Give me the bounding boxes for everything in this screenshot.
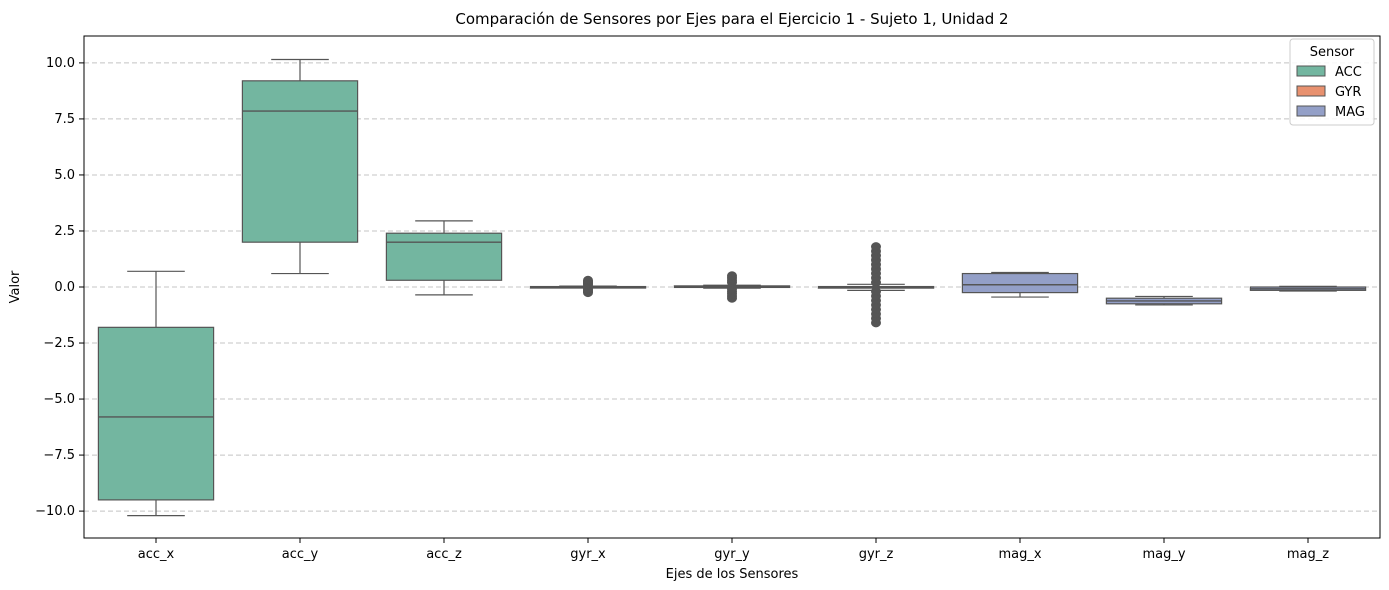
box-gyr_z xyxy=(817,242,935,328)
y-tick-label: 7.5 xyxy=(54,112,75,127)
box-mag_x xyxy=(961,271,1079,298)
box-gyr_y xyxy=(673,271,791,303)
box-acc_z xyxy=(385,220,503,296)
legend-swatch-gyr xyxy=(1296,85,1326,97)
legend: Sensor ACC GYR MAG xyxy=(1289,38,1375,126)
x-tick-label: acc_z xyxy=(426,547,462,562)
chart-title: Comparación de Sensores por Ejes para el… xyxy=(455,10,1008,28)
box-iqr xyxy=(961,272,1079,294)
x-tick-label: mag_y xyxy=(1142,547,1185,562)
x-tick-label: gyr_y xyxy=(714,547,750,562)
y-tick-label: 5.0 xyxy=(54,168,75,183)
legend-title: Sensor xyxy=(1310,45,1355,60)
x-tick-label: acc_x xyxy=(138,547,175,562)
x-axis-ticks: acc_x acc_y acc_z gyr_x gyr_y gyr_z mag_x mag_y… xyxy=(138,538,1329,562)
box-acc_y xyxy=(241,58,359,275)
y-tick-label: −5.0 xyxy=(43,392,75,407)
legend-label-gyr: GYR xyxy=(1335,85,1361,100)
y-tick-label: −7.5 xyxy=(43,448,75,463)
box-iqr xyxy=(241,80,359,243)
x-axis-label: Ejes de los Sensores xyxy=(666,567,799,582)
outlier-point xyxy=(727,271,737,281)
box-iqr xyxy=(385,232,503,281)
box-iqr xyxy=(97,326,215,501)
box-gyr_x xyxy=(529,275,647,298)
x-tick-label: mag_z xyxy=(1287,547,1329,562)
y-tick-label: 0.0 xyxy=(54,280,75,295)
x-tick-label: gyr_z xyxy=(859,547,894,562)
legend-label-mag: MAG xyxy=(1335,105,1365,120)
x-tick-label: mag_x xyxy=(998,547,1041,562)
outlier-point xyxy=(871,242,881,252)
y-axis-label: Valor xyxy=(8,270,23,303)
legend-label-acc: ACC xyxy=(1335,65,1362,80)
box-series xyxy=(97,58,1367,517)
legend-swatch-acc xyxy=(1296,65,1326,77)
legend-swatch-mag xyxy=(1296,105,1326,117)
outlier-point xyxy=(583,275,593,285)
y-tick-label: −10.0 xyxy=(35,504,75,519)
outlier-point xyxy=(871,286,881,296)
y-tick-label: 2.5 xyxy=(54,224,75,239)
y-tick-label: 10.0 xyxy=(46,56,75,71)
y-axis-ticks: −10.0 −7.5 −5.0 −2.5 0.0 2.5 5.0 7.5 10.0 xyxy=(35,56,84,519)
legend-frame xyxy=(1289,38,1375,126)
box-mag_y xyxy=(1105,295,1223,306)
y-tick-label: −2.5 xyxy=(43,336,75,351)
x-tick-label: gyr_x xyxy=(570,547,606,562)
box-mag_z xyxy=(1249,285,1367,292)
x-tick-label: acc_y xyxy=(282,547,319,562)
box-acc_x xyxy=(97,270,215,517)
